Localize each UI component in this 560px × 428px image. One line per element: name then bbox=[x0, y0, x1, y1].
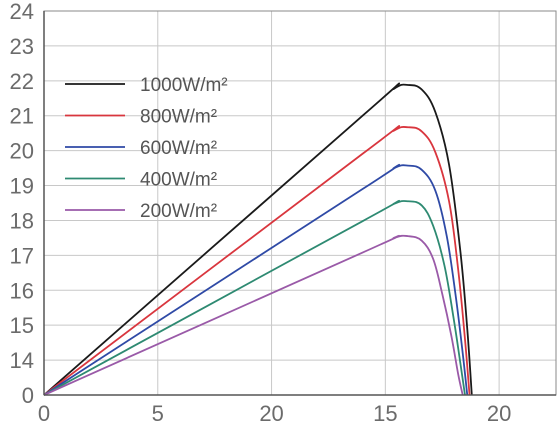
series-line-4 bbox=[43, 234, 464, 396]
legend-label-1: 800W/m² bbox=[140, 107, 217, 128]
y-tick-label: 16 bbox=[10, 278, 34, 303]
legend-label-2: 600W/m² bbox=[140, 138, 217, 159]
y-tick-label: 14 bbox=[10, 348, 34, 373]
x-tick-label: 15 bbox=[373, 401, 397, 426]
y-tick-label: 21 bbox=[10, 104, 34, 129]
y-tick-label: 17 bbox=[10, 243, 34, 268]
y-tick-label: 23 bbox=[10, 34, 34, 59]
series-line-0 bbox=[43, 82, 473, 396]
x-tick-label: 20 bbox=[259, 401, 283, 426]
grid bbox=[44, 11, 556, 395]
legend-label-4: 200W/m² bbox=[140, 201, 217, 222]
legend-label-3: 400W/m² bbox=[140, 170, 217, 191]
legend-label-0: 1000W/m² bbox=[140, 75, 228, 96]
series-line-3 bbox=[43, 199, 466, 396]
y-tick-label: 0 bbox=[22, 383, 34, 408]
x-tick-labels: 0 5 20 15 20 bbox=[38, 401, 511, 426]
series-line-2 bbox=[43, 163, 469, 396]
y-tick-label: 18 bbox=[10, 208, 34, 233]
y-tick-label: 20 bbox=[10, 139, 34, 164]
y-tick-label: 22 bbox=[10, 69, 34, 94]
y-tick-labels: 0 14 15 16 17 18 19 20 21 22 23 24 bbox=[10, 0, 34, 408]
legend: 1000W/m² 800W/m² 600W/m² 400W/m² 200W/m² bbox=[65, 75, 228, 222]
series-line-1 bbox=[43, 125, 471, 396]
x-tick-label: 5 bbox=[152, 401, 164, 426]
y-tick-label: 15 bbox=[10, 313, 34, 338]
axes bbox=[43, 10, 557, 396]
series-layer bbox=[43, 82, 473, 396]
y-tick-label: 19 bbox=[10, 174, 34, 199]
x-tick-label: 0 bbox=[38, 401, 50, 426]
y-tick-label: 24 bbox=[10, 0, 34, 24]
x-tick-label: 20 bbox=[487, 401, 511, 426]
